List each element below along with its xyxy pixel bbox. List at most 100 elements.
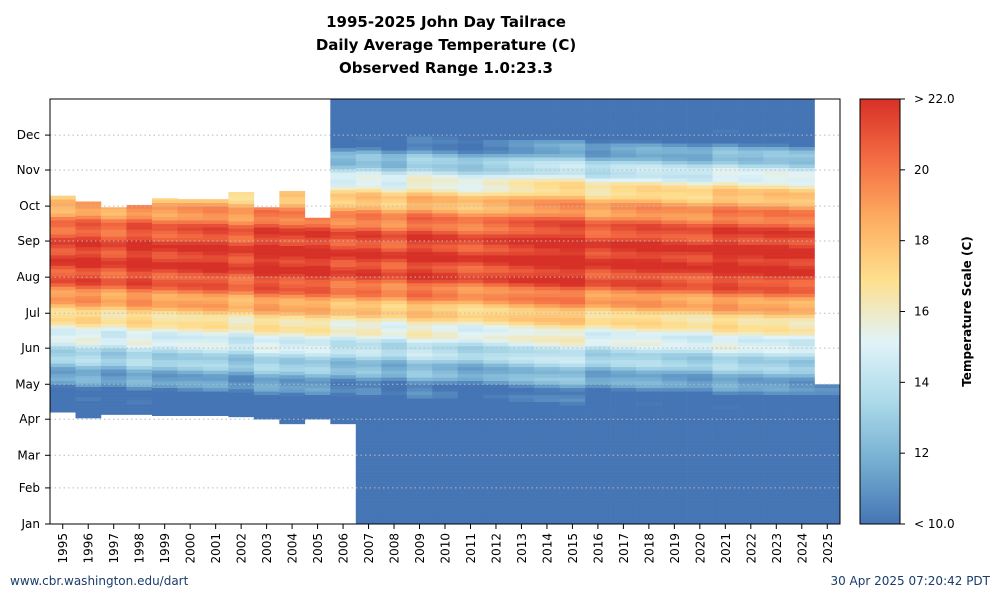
heatmap-cell <box>457 220 484 224</box>
heatmap-cell <box>789 335 815 340</box>
heatmap-cell <box>712 220 739 224</box>
heatmap-cell <box>738 220 764 224</box>
footer-site-link[interactable]: www.cbr.washington.edu/dart <box>10 574 189 588</box>
heatmap-cell <box>508 412 535 417</box>
heatmap-cell <box>228 374 255 379</box>
heatmap-cell <box>151 401 178 406</box>
heatmap-cell <box>100 260 127 265</box>
heatmap-cell <box>355 153 382 158</box>
heatmap-cell <box>610 398 637 403</box>
heatmap-cell <box>763 199 790 203</box>
heatmap-cell <box>738 363 764 368</box>
heatmap-cell <box>381 475 408 479</box>
heatmap-cell <box>559 391 586 396</box>
heatmap-cell <box>406 150 433 155</box>
heatmap-cell <box>50 279 76 284</box>
heatmap-cell <box>432 129 459 134</box>
y-tick-label-may: May <box>15 377 40 391</box>
heatmap-cell <box>789 143 815 148</box>
heatmap-cell <box>763 164 790 168</box>
heatmap-cell <box>508 394 535 399</box>
heatmap-cell <box>636 255 662 259</box>
heatmap-cell <box>177 234 204 238</box>
heatmap-cell <box>202 262 229 266</box>
heatmap-cell <box>738 342 764 347</box>
heatmap-cell <box>763 178 790 182</box>
heatmap-cell <box>228 350 255 355</box>
heatmap-cell <box>712 464 739 469</box>
heatmap-cell <box>559 111 586 116</box>
heatmap-cell <box>712 419 739 423</box>
heatmap-cell <box>75 225 102 230</box>
heatmap-cell <box>712 146 739 151</box>
heatmap-cell <box>100 218 127 223</box>
heatmap-cell <box>636 450 662 455</box>
heatmap-cell <box>304 303 331 308</box>
heatmap-cell <box>432 380 459 385</box>
heatmap-cell <box>763 433 790 437</box>
heatmap-cell <box>355 412 382 417</box>
heatmap-cell <box>585 391 611 396</box>
heatmap-cell <box>508 150 535 155</box>
heatmap-cell <box>304 328 331 333</box>
heatmap-cell <box>381 394 408 399</box>
heatmap-cell <box>636 251 662 256</box>
heatmap-cell <box>661 213 688 217</box>
heatmap-cell <box>636 181 662 186</box>
heatmap-cell <box>100 383 127 387</box>
heatmap-cell <box>202 293 229 298</box>
heatmap-cell <box>253 241 280 245</box>
heatmap-cell <box>330 144 357 149</box>
heatmap-cell <box>355 275 382 280</box>
heatmap-cell <box>763 464 790 469</box>
heatmap-cell <box>457 506 484 511</box>
heatmap-cell <box>406 282 433 287</box>
heatmap-cell <box>789 387 815 392</box>
heatmap-cell <box>687 464 713 469</box>
heatmap-cell <box>661 468 688 472</box>
heatmap-cell <box>534 482 560 486</box>
heatmap-cell <box>330 175 357 180</box>
heatmap-cell <box>432 314 459 319</box>
heatmap-cell <box>763 192 790 196</box>
heatmap-cell <box>610 178 637 182</box>
heatmap-cell <box>534 136 560 141</box>
heatmap-cell <box>279 343 306 348</box>
heatmap-cell <box>75 204 102 209</box>
heatmap-cell <box>355 370 382 375</box>
heatmap-cell <box>610 317 637 322</box>
heatmap-cell <box>636 394 662 399</box>
heatmap-cell <box>789 370 815 375</box>
heatmap-cell <box>355 401 382 406</box>
heatmap-cell <box>330 388 357 393</box>
heatmap-cell <box>330 161 357 166</box>
heatmap-cell <box>763 363 790 368</box>
heatmap-cell <box>687 394 713 399</box>
heatmap-cell <box>636 143 662 148</box>
heatmap-cell <box>763 331 790 336</box>
heatmap-cell <box>763 377 790 382</box>
heatmap-cell <box>457 275 484 280</box>
heatmap-cell <box>610 356 637 361</box>
heatmap-cell <box>534 296 560 301</box>
heatmap-cell <box>610 111 637 116</box>
heatmap-cell <box>355 324 382 329</box>
heatmap-cell <box>151 282 178 287</box>
colorbar-tick-label-20: 20 <box>914 163 929 177</box>
heatmap-cell <box>50 223 76 228</box>
heatmap-cell <box>50 251 76 256</box>
heatmap-cell <box>687 293 713 298</box>
heatmap-cell <box>330 392 357 397</box>
heatmap-cell <box>279 308 306 313</box>
heatmap-cell <box>202 279 229 284</box>
heatmap-cell <box>687 213 713 217</box>
heatmap-cell <box>304 345 331 350</box>
heatmap-cell <box>534 223 560 228</box>
colorbar-tick-label-14: 14 <box>914 375 929 389</box>
heatmap-cell <box>661 485 688 490</box>
heatmap-cell <box>738 384 764 389</box>
heatmap-cell <box>330 200 357 205</box>
heatmap-cell <box>126 271 153 276</box>
heatmap-cell <box>304 380 331 385</box>
heatmap-cell <box>177 213 204 217</box>
